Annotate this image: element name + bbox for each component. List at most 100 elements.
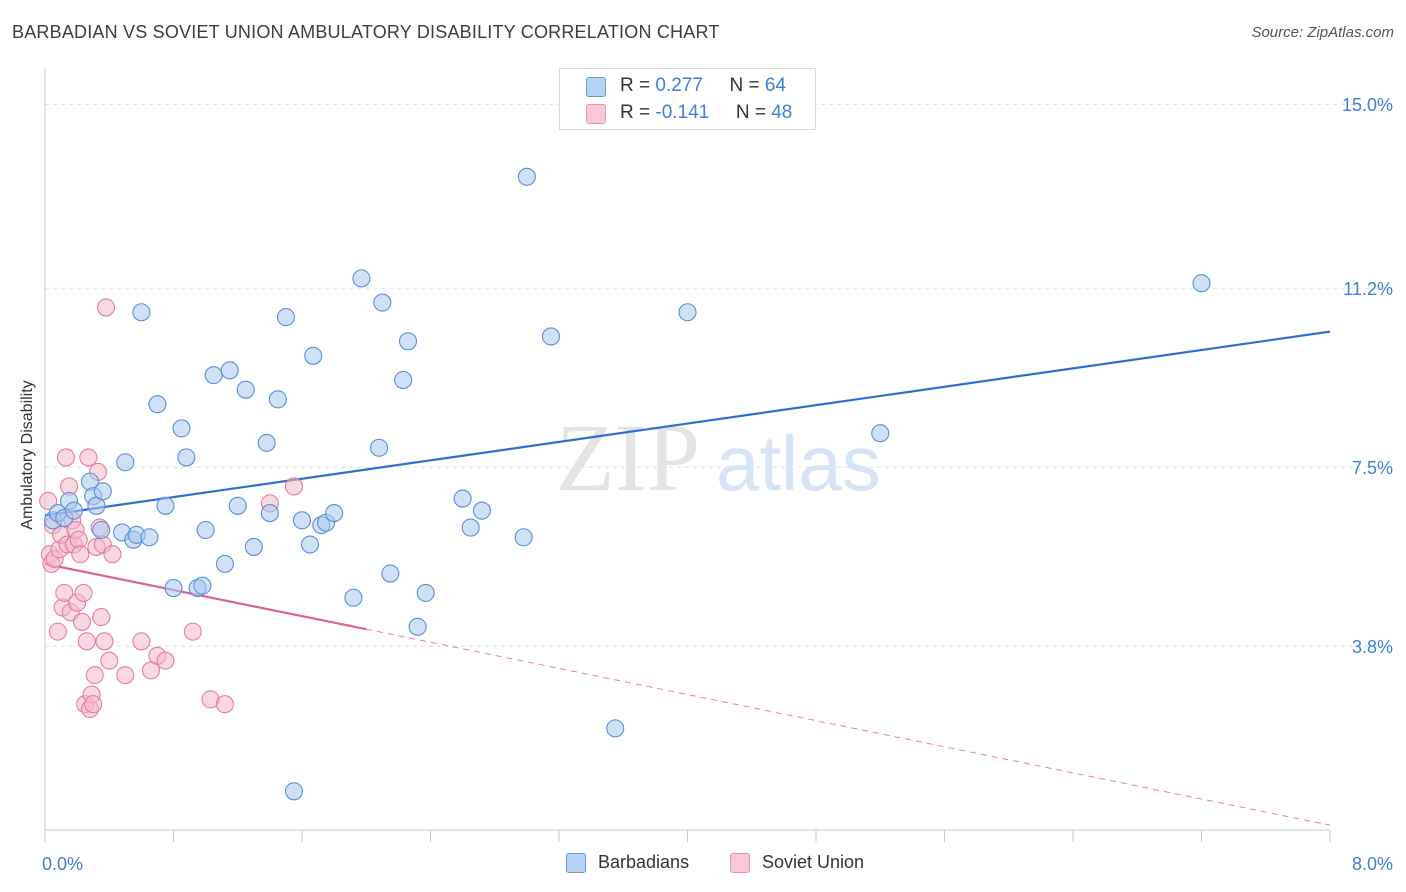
barbadian-point	[373, 293, 392, 312]
legend-n-label: N =	[735, 102, 772, 123]
y-tick-label: 7.5%	[1352, 458, 1393, 478]
correlation-legend: R = 0.277 N = 64 R = -0.141 N = 48	[559, 68, 816, 130]
bottom-swatch-barbadians	[566, 853, 586, 873]
soviet-union-point	[74, 583, 93, 602]
soviet-trend-line-solid	[44, 562, 367, 631]
soviet-union-point	[55, 583, 74, 602]
soviet-union-point	[116, 666, 135, 685]
barbadian-point	[325, 504, 344, 523]
barbadian-point	[344, 588, 363, 607]
barbadian-point	[172, 419, 191, 438]
barbadian-point	[453, 489, 472, 508]
legend-r-label: R =	[620, 102, 656, 123]
barbadian-point	[416, 583, 435, 602]
barbadian-point	[228, 496, 247, 515]
barbadian-point	[678, 303, 697, 322]
soviet-union-point	[71, 545, 90, 564]
barbadian-point	[394, 370, 413, 390]
barbadian-point	[156, 496, 175, 515]
barbadian-point	[193, 576, 212, 595]
barbadian-point	[292, 511, 312, 530]
barbadian-point	[541, 327, 561, 346]
soviet-union-point	[48, 622, 67, 641]
soviet-union-point	[39, 491, 58, 511]
barbadian-point	[514, 528, 533, 547]
soviet-union-point	[72, 612, 91, 631]
barbadian-point	[215, 554, 234, 573]
barbadian-point	[276, 308, 295, 327]
barbadian-point	[398, 332, 418, 351]
barbadian-point	[64, 501, 83, 520]
barbadian-point	[370, 438, 389, 457]
x-tick-label: 0.0%	[42, 854, 83, 874]
barbadian-point	[517, 167, 536, 186]
soviet-union-point	[284, 477, 304, 496]
y-tick-label: 3.8%	[1352, 637, 1393, 657]
legend-r-value: 0.277	[655, 75, 703, 96]
soviet-union-point	[96, 298, 116, 317]
trend-lines	[44, 330, 1331, 826]
soviet-union-point	[156, 651, 175, 670]
soviet-union-point	[215, 695, 234, 714]
bottom-legend-label: Soviet Union	[762, 852, 865, 872]
legend-n-label: N =	[729, 75, 765, 96]
legend-swatch-soviet-union	[586, 104, 606, 124]
barbadian-point	[381, 564, 400, 583]
barbadian-point	[140, 528, 159, 547]
barbadian-point	[606, 719, 625, 738]
bottom-legend-label: Barbadians	[598, 852, 690, 872]
barbadian-point	[92, 520, 111, 540]
axes	[44, 68, 1331, 842]
barbadian-point	[244, 537, 263, 556]
barbadian-point	[164, 579, 183, 598]
legend-r-label: R =	[620, 75, 656, 96]
barbadian-point	[472, 501, 491, 520]
soviet-union-point	[95, 632, 114, 651]
watermark: ZIP atlas	[556, 404, 881, 511]
barbadian-point	[1192, 274, 1211, 293]
soviet-union-point	[79, 448, 98, 467]
barbadian-points	[43, 167, 1211, 801]
barbadian-point	[461, 518, 480, 537]
barbadian-point	[220, 361, 239, 380]
barbadian-point	[116, 453, 135, 472]
barbadian-point	[260, 504, 279, 523]
soviet-union-point	[183, 622, 202, 641]
y-axis-label: Ambulatory Disability	[19, 380, 36, 530]
barbadian-point	[352, 269, 371, 288]
barbadian-point	[304, 346, 323, 365]
barbadian-point	[300, 535, 320, 554]
barbadian-point	[177, 448, 196, 467]
soviet-union-point	[92, 608, 111, 627]
barbadian-point	[93, 482, 112, 501]
barbadian-point	[268, 390, 287, 409]
soviet-union-point	[132, 632, 151, 651]
watermark-zip: ZIP	[556, 404, 700, 511]
x-tick-label: 8.0%	[1352, 854, 1393, 874]
soviet-union-point	[85, 666, 104, 685]
bottom-swatch-soviet-union	[730, 853, 750, 873]
legend-n-value: 48	[771, 102, 793, 123]
barbadian-point	[196, 520, 215, 540]
soviet-union-point	[77, 632, 96, 651]
soviet-union-point	[56, 448, 75, 467]
barbadian-point	[871, 424, 890, 443]
soviet-union-point	[84, 695, 103, 714]
soviet-trend-line-dashed	[366, 628, 1331, 826]
barbadian-point	[408, 617, 427, 636]
barbadian-point	[236, 380, 255, 399]
barbadian-trend-line	[44, 330, 1331, 517]
tick-labels: 3.8% 7.5% 11.2% 15.0% 0.0% 8.0%	[42, 95, 1393, 874]
grid-lines	[45, 103, 1390, 647]
barbadian-point	[148, 395, 167, 414]
source-credit: Source: ZipAtlas.com	[1251, 24, 1394, 41]
barbadian-point	[204, 366, 223, 385]
legend-n-value: 64	[764, 75, 786, 96]
barbadian-point	[132, 303, 151, 322]
chart-title: BARBADIAN VS SOVIET UNION AMBULATORY DIS…	[12, 22, 720, 42]
barbadian-point	[257, 433, 276, 452]
soviet-union-point	[100, 651, 119, 670]
legend-r-value: -0.141	[655, 102, 710, 123]
y-tick-label: 15.0%	[1342, 95, 1393, 115]
